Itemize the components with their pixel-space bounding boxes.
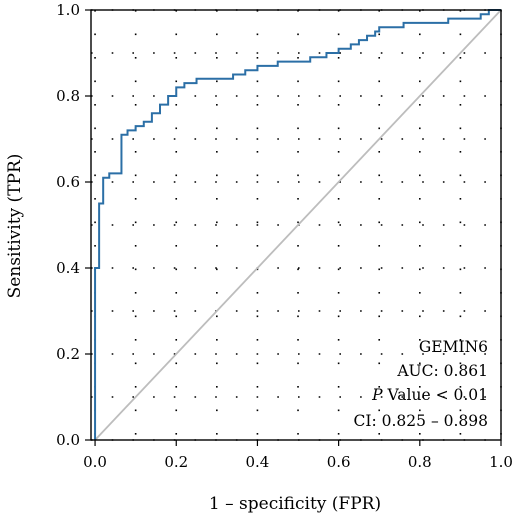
x-axis: 0.0 0.2 0.4 0.6 0.8 1.0 [83,440,513,471]
x-tick-label: 0.8 [408,453,432,471]
legend-annotation: GEMIN6 AUC: 0.861 P Value < 0.01 CI: 0.8… [354,338,488,430]
y-tick-label: 0.2 [56,345,80,363]
y-tick-label: 1.0 [56,1,80,19]
p-italic: P [371,386,383,404]
gene-label: GEMIN6 [419,338,488,356]
y-tick-label: 0.4 [56,259,80,277]
y-tick-label: 0.0 [56,431,80,449]
auc-label: AUC: 0.861 [396,362,488,380]
x-tick-label: 0.2 [164,453,188,471]
p-value-label: P Value < 0.01 [371,386,488,404]
x-tick-label: 0.6 [327,453,351,471]
x-tick-label: 1.0 [489,453,513,471]
plot-frame [90,9,502,441]
x-tick-label: 0.4 [246,453,270,471]
x-axis-title: 1 – specificity (FPR) [209,494,381,514]
y-tick-label: 0.6 [56,173,80,191]
roc-curve [94,9,501,440]
p-rest: Value < 0.01 [383,386,488,404]
reference-diagonal [94,9,502,441]
y-axis: 0.0 0.2 0.4 0.6 0.8 1.0 [56,1,91,449]
y-axis-title: Sensitivity (TPR) [5,154,25,299]
ci-label: CI: 0.825 – 0.898 [354,412,488,430]
x-tick-label: 0.0 [83,453,107,471]
y-tick-label: 0.8 [56,87,80,105]
